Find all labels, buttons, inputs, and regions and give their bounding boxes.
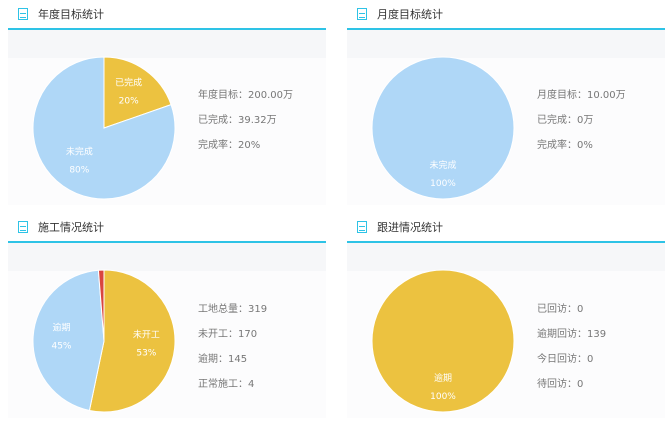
panel-header: 年度目标统计 xyxy=(8,0,326,30)
stat-item: 完成率：0% xyxy=(537,140,593,151)
stat-item: 完成率：20% xyxy=(198,140,261,151)
stat-item: 逾期回访：139 xyxy=(537,329,607,340)
slice-percent: 80% xyxy=(69,166,89,176)
pie-chart: 逾期 100% xyxy=(371,269,515,413)
stat-item: 工地总量：319 xyxy=(198,304,268,315)
pie-chart: 未开工 53% 逾期 45% xyxy=(32,269,176,413)
slice-percent: 100% xyxy=(430,179,456,189)
panel-header: 跟进情况统计 xyxy=(347,213,665,243)
document-icon xyxy=(18,221,28,233)
panel-2: 月度目标统计月度目标：10.00万 已完成：0万 完成率：0% 未完成 100% xyxy=(347,0,665,205)
stat-item: 正常施工：4 xyxy=(198,379,255,390)
stat-item: 逾期：145 xyxy=(198,354,248,365)
panel-title: 月度目标统计 xyxy=(377,8,443,21)
slice-name: 未完成 xyxy=(66,146,93,158)
pie-slice-1[interactable] xyxy=(32,269,105,412)
panel-4: 跟进情况统计已回访：0 逾期回访：139 今日回访：0 待回访：0 逾期 100% xyxy=(347,213,665,418)
panel-title: 年度目标统计 xyxy=(38,8,104,21)
document-icon xyxy=(357,8,367,20)
panel-1: 年度目标统计年度目标：200.00万 已完成：39.32万 完成率：20% 已完成 20… xyxy=(8,0,326,205)
stat-item: 年度目标：200.00万 xyxy=(198,90,293,101)
stat-item: 月度目标：10.00万 xyxy=(537,90,626,101)
pie-slice-2[interactable] xyxy=(97,269,105,342)
slice-name: 逾期 xyxy=(52,321,70,333)
panel-title: 施工情况统计 xyxy=(38,221,104,234)
stat-item: 未开工：170 xyxy=(198,329,258,340)
toolbar-band xyxy=(8,30,326,58)
slice-percent: 53% xyxy=(136,348,156,358)
slice-percent: 20% xyxy=(119,96,139,106)
stats-list: 工地总量：319 未开工：170 逾期：145 正常施工：4 xyxy=(198,300,267,400)
stat-item: 今日回访：0 xyxy=(537,354,594,365)
panel-header: 施工情况统计 xyxy=(8,213,326,243)
stat-item: 已完成：39.32万 xyxy=(198,115,277,126)
panel-header: 月度目标统计 xyxy=(347,0,665,30)
pie-chart: 已完成 20% 未完成 80% xyxy=(32,56,176,200)
panel-title: 跟进情况统计 xyxy=(377,221,443,234)
document-icon xyxy=(357,221,367,233)
slice-name: 未完成 xyxy=(429,159,456,171)
stat-item: 待回访：0 xyxy=(537,379,584,390)
stats-list: 已回访：0 逾期回访：139 今日回访：0 待回访：0 xyxy=(537,300,606,400)
stat-item: 已回访：0 xyxy=(537,304,584,315)
pie-slice-0[interactable] xyxy=(88,269,176,413)
pie-slice-0[interactable] xyxy=(371,269,515,413)
slice-name: 未开工 xyxy=(133,328,160,340)
toolbar-band xyxy=(347,30,665,58)
pie-slice-0[interactable] xyxy=(371,56,515,200)
slice-percent: 100% xyxy=(430,392,456,402)
pie-slice-1[interactable] xyxy=(32,56,176,200)
slice-name: 逾期 xyxy=(434,372,452,384)
pie-chart: 未完成 100% xyxy=(371,56,515,200)
document-icon xyxy=(18,8,28,20)
slice-percent: 45% xyxy=(51,341,71,351)
panel-3: 施工情况统计工地总量：319 未开工：170 逾期：145 正常施工：4 未开工 53% 逾… xyxy=(8,213,326,418)
slice-name: 已完成 xyxy=(115,76,142,88)
stats-list: 年度目标：200.00万 已完成：39.32万 完成率：20% xyxy=(198,86,293,161)
toolbar-band xyxy=(347,243,665,271)
toolbar-band xyxy=(8,243,326,271)
stats-list: 月度目标：10.00万 已完成：0万 完成率：0% xyxy=(537,86,626,161)
stat-item: 已完成：0万 xyxy=(537,115,594,126)
